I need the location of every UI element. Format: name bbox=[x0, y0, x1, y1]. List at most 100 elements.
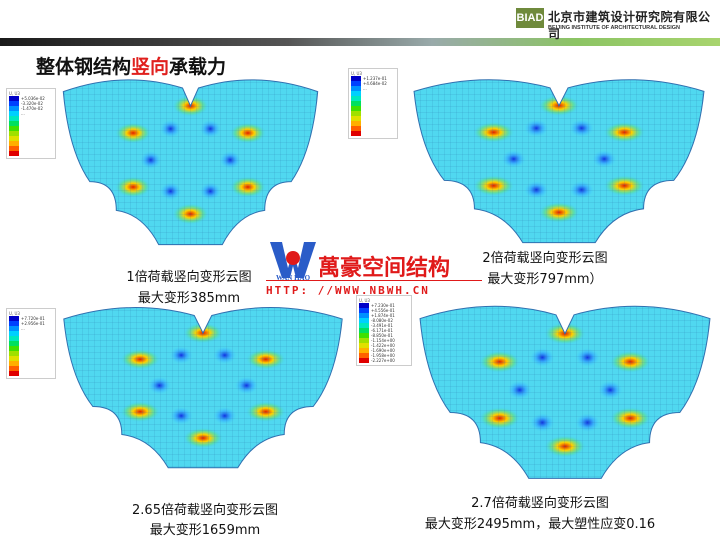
legend-swatch bbox=[351, 86, 361, 91]
legend-row bbox=[9, 371, 53, 376]
legend-swatch bbox=[359, 338, 369, 343]
legend-swatch bbox=[9, 101, 19, 106]
legend-swatch bbox=[9, 116, 19, 121]
legend-swatch bbox=[9, 96, 19, 101]
legend-row bbox=[9, 136, 53, 141]
legend-value: ... bbox=[363, 86, 367, 91]
legend-swatch bbox=[351, 91, 361, 96]
legend-swatch bbox=[9, 126, 19, 131]
legend-1: U, U3 +5.036e-02 -3.320e-02 -1.470e-02... bbox=[6, 88, 56, 159]
legend-row bbox=[9, 131, 53, 136]
caption-2-line2: 最大变形797mm） bbox=[487, 272, 603, 287]
legend-swatch bbox=[9, 141, 19, 146]
watermark-divider bbox=[266, 280, 482, 281]
structure-outline bbox=[419, 305, 711, 479]
legend-row: -6.171e-01 bbox=[359, 328, 409, 333]
org-name-en: BEIJING INSTITUTE OF ARCHITECTURAL DESIG… bbox=[548, 25, 681, 31]
legend-value: +4.684e-02 bbox=[363, 81, 387, 86]
legend-row: -3.491e-01 bbox=[359, 323, 409, 328]
legend-row bbox=[9, 116, 53, 121]
legend-row bbox=[9, 331, 53, 336]
legend-row bbox=[9, 351, 53, 356]
legend-row bbox=[351, 121, 395, 126]
legend-swatch bbox=[351, 126, 361, 131]
structure-outline bbox=[63, 307, 343, 469]
legend-row: +1.237e-01 bbox=[351, 76, 395, 81]
legend-row: -1.422e+00 bbox=[359, 343, 409, 348]
caption-4-line1: 2.7倍荷载竖向变形云图 bbox=[471, 496, 609, 511]
legend-value: -1.154e+00 bbox=[371, 338, 395, 343]
legend-row: +1.874e-01 bbox=[359, 313, 409, 318]
contour-plot-4 bbox=[419, 305, 711, 479]
legend-swatch bbox=[359, 303, 369, 308]
legend-value: -2.227e+00 bbox=[371, 358, 395, 363]
legend-swatch bbox=[9, 131, 19, 136]
legend-row bbox=[9, 366, 53, 371]
legend-swatch bbox=[9, 106, 19, 111]
mesh-grid bbox=[63, 307, 343, 468]
legend-row: ... bbox=[9, 326, 53, 331]
mesh-grid bbox=[63, 79, 318, 245]
legend-swatch bbox=[359, 353, 369, 358]
legend-swatch bbox=[359, 358, 369, 363]
title-part1: 整体钢结构 bbox=[36, 56, 132, 78]
structure-outline bbox=[413, 79, 705, 244]
watermark-url: HTTP: //WWW.NBWH.CN bbox=[266, 284, 430, 297]
legend-row: -8.850e-01 bbox=[359, 333, 409, 338]
legend-value: -1.690e+00 bbox=[371, 348, 395, 353]
legend-swatch bbox=[9, 121, 19, 126]
caption-2-line1: 2倍荷载竖向变形云图 bbox=[482, 251, 608, 266]
legend-row: -2.227e+00 bbox=[359, 358, 409, 363]
legend-row bbox=[351, 106, 395, 111]
legend-value: +5.036e-02 bbox=[21, 96, 45, 101]
legend-title: U, U3 bbox=[359, 298, 370, 303]
legend-swatch bbox=[359, 328, 369, 333]
mesh-grid bbox=[414, 79, 704, 243]
legend-swatch bbox=[351, 96, 361, 101]
legend-value: +2.956e-01 bbox=[21, 321, 45, 326]
legend-swatch bbox=[9, 146, 19, 151]
legend-swatch bbox=[9, 336, 19, 341]
legend-row bbox=[9, 151, 53, 156]
legend-value: ... bbox=[21, 111, 25, 116]
watermark-name: 萬豪空间结构 bbox=[318, 256, 451, 281]
legend-value: +7.230e-01 bbox=[371, 303, 395, 308]
legend-row bbox=[351, 126, 395, 131]
legend-swatch bbox=[351, 76, 361, 81]
legend-value: -1.470e-02 bbox=[21, 106, 43, 111]
contour-plot-3 bbox=[63, 307, 343, 469]
legend-row: +4.556e-01 bbox=[359, 308, 409, 313]
legend-swatch bbox=[9, 351, 19, 356]
legend-swatch bbox=[351, 121, 361, 126]
legend-row: +5.036e-02 bbox=[9, 96, 53, 101]
legend-swatch bbox=[359, 323, 369, 328]
legend-value: -8.080e-02 bbox=[371, 318, 393, 323]
legend-row: +7.230e-01 bbox=[359, 303, 409, 308]
legend-value: +1.237e-01 bbox=[363, 76, 387, 81]
legend-row: -1.958e+00 bbox=[359, 353, 409, 358]
legend-swatch bbox=[359, 333, 369, 338]
caption-1-line2: 最大变形385mm bbox=[137, 291, 241, 306]
svg-text:WAN HAO: WAN HAO bbox=[276, 274, 311, 282]
legend-row bbox=[9, 336, 53, 341]
legend-row: +2.956e-01 bbox=[9, 321, 53, 326]
legend-swatch bbox=[9, 371, 19, 376]
legend-title: U, U3 bbox=[9, 311, 20, 316]
legend-swatch bbox=[9, 366, 19, 371]
legend-swatch bbox=[9, 331, 19, 336]
header-gradient-bar bbox=[0, 38, 720, 46]
legend-swatch bbox=[351, 116, 361, 121]
title-highlight: 竖向 bbox=[131, 56, 170, 78]
mesh-grid bbox=[420, 306, 710, 479]
legend-row bbox=[351, 111, 395, 116]
legend-swatch bbox=[9, 346, 19, 351]
legend-swatch bbox=[351, 111, 361, 116]
legend-swatch bbox=[9, 111, 19, 116]
legend-title: U, U3 bbox=[9, 91, 20, 96]
legend-row bbox=[9, 346, 53, 351]
legend-swatch bbox=[9, 326, 19, 331]
legend-row: +7.720e-01 bbox=[9, 316, 53, 321]
legend-swatch bbox=[359, 313, 369, 318]
legend-value: +1.874e-01 bbox=[371, 313, 395, 318]
legend-value: -3.320e-02 bbox=[21, 101, 43, 106]
